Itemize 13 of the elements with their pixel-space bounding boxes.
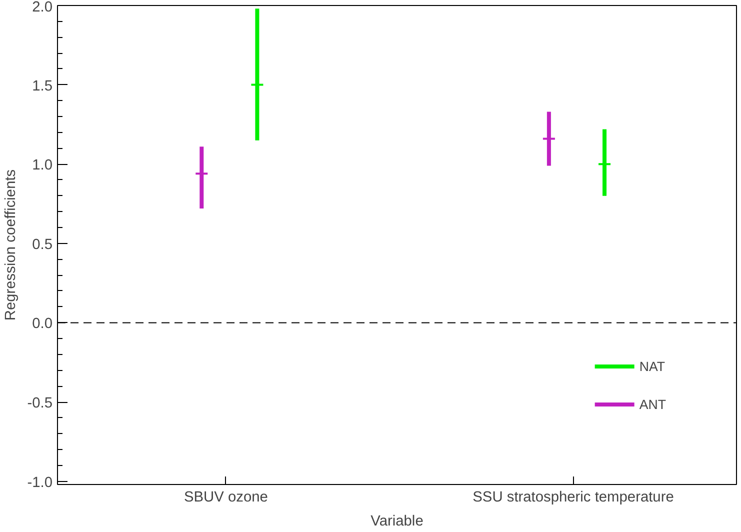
legend-label: NAT [639,358,665,374]
y-tick-label: -1.0 [27,474,53,491]
y-tick-label: 2.0 [32,0,52,16]
legend-label: ANT [639,396,666,412]
x-tick-label: SSU stratospheric temperature [472,490,674,506]
x-tick-label: SBUV ozone [184,490,268,506]
y-tick-label: 0.0 [32,316,52,332]
y-tick-label: 1.0 [32,158,52,174]
y-tick-label: 0.5 [32,236,52,253]
x-axis-title: Variable [370,514,424,530]
y-axis-title: Regression coefficients [3,169,20,321]
y-tick-label: -0.5 [27,396,53,412]
y-tick-label: 1.5 [32,78,52,94]
